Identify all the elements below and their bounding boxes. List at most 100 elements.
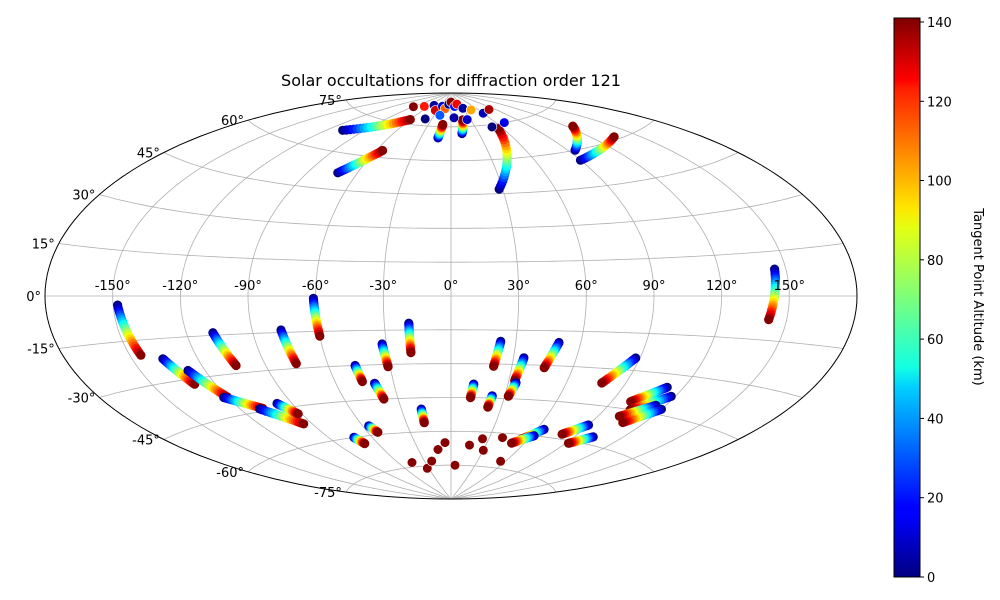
occultation-point — [432, 444, 444, 455]
colorbar-gradient — [893, 17, 921, 578]
occultation-track — [764, 264, 781, 325]
occultation-point — [419, 418, 429, 428]
occultation-track — [219, 392, 268, 413]
occultation-track — [404, 318, 416, 358]
occultation-point — [563, 438, 574, 448]
occultation-point — [293, 409, 303, 419]
occultation-point — [465, 104, 477, 115]
longitude-tick-label: 90° — [642, 279, 665, 294]
occultation-point — [507, 438, 517, 448]
occultation-point — [557, 429, 567, 439]
latitude-tick-label: 0° — [26, 290, 41, 305]
occultation-point — [489, 361, 499, 371]
occultation-track — [510, 353, 529, 386]
parallel-line — [247, 430, 655, 473]
occultation-point — [448, 112, 460, 123]
colorbar-tick-label: 20 — [927, 492, 944, 507]
parallel-line — [99, 363, 803, 398]
occultation-track — [350, 360, 367, 387]
occultation-marks — [113, 96, 781, 474]
occultation-track — [433, 119, 448, 143]
colorbar-tick-label: 60 — [927, 333, 944, 348]
occultation-point — [291, 359, 301, 369]
parallel-line — [99, 194, 803, 229]
longitude-tick-label: 120° — [706, 279, 737, 294]
occultation-point — [406, 457, 418, 468]
latitude-tick-label: 15° — [32, 238, 55, 253]
occultation-point — [483, 402, 493, 412]
occultation-track — [308, 293, 325, 341]
occultation-track — [254, 404, 309, 429]
occultation-track — [557, 420, 594, 439]
occultation-track — [364, 421, 383, 437]
occultation-track — [507, 431, 539, 448]
occultation-point — [618, 417, 628, 428]
parallel-line — [58, 243, 844, 263]
colorbar-tick-label: 140 — [927, 16, 952, 31]
colorbar-tick-label: 0 — [927, 571, 935, 586]
occultation-point — [465, 393, 476, 403]
occultation-point — [626, 397, 636, 407]
colorbar-tick-label: 120 — [927, 95, 952, 110]
latitude-tick-label: -30° — [68, 392, 96, 407]
occultation-point — [539, 363, 549, 373]
occultation-point — [315, 331, 325, 341]
latitude-tick-label: 60° — [221, 114, 244, 129]
occultation-track — [493, 124, 512, 194]
occultation-point — [483, 104, 495, 115]
longitude-tick-label: 150° — [774, 279, 805, 294]
occultation-track — [272, 398, 303, 419]
longitude-tick-labels: -150° -120° -90° -60° -30° 0° 30° 60° 90° 120° 150… — [95, 279, 805, 294]
occultation-point — [597, 378, 607, 388]
longitude-tick-label: 0° — [444, 279, 459, 294]
occultation-point — [439, 437, 451, 448]
parallel-line — [163, 152, 739, 195]
occultation-point — [764, 315, 774, 325]
occultation-track — [539, 337, 564, 373]
occultation-point — [419, 101, 430, 112]
occultation-track — [465, 379, 479, 403]
occultation-point — [462, 114, 473, 125]
occultation-track — [503, 378, 521, 401]
occultation-track — [276, 325, 301, 369]
longitude-tick-label: -60° — [302, 279, 330, 294]
occultation-point — [464, 440, 475, 451]
colorbar-tick-label: 100 — [927, 175, 952, 190]
occultation-point — [378, 145, 388, 156]
occultation-track — [349, 432, 370, 449]
colorbar-tick-label: 40 — [927, 412, 944, 427]
latitude-tick-label: -60° — [216, 466, 244, 481]
longitude-tick-label: -90° — [234, 279, 262, 294]
occultation-point — [231, 360, 241, 371]
occultation-point — [503, 391, 513, 401]
latitude-tick-label: 75° — [319, 94, 342, 109]
occultation-point — [449, 460, 461, 471]
occultation-track — [208, 328, 241, 371]
colorbar: 0 20 40 60 80 100 120 140 Tangent Point Altitud… — [893, 16, 985, 586]
occultation-point — [478, 445, 489, 456]
occultation-point — [486, 121, 498, 132]
occultation-track — [575, 132, 619, 165]
occultation-point — [434, 110, 446, 121]
occultation-track — [158, 354, 200, 389]
occultation-point — [379, 394, 389, 404]
occultation-point — [405, 114, 415, 125]
latitude-tick-labels: 75° 60° 45° 30° 15° 0° -15° -30° -45° -60° -75° — [26, 94, 342, 501]
parallel-line — [58, 329, 844, 349]
longitude-tick-label: 30° — [507, 279, 530, 294]
occultation-track — [618, 404, 667, 428]
occultation-point — [408, 101, 419, 112]
latitude-tick-label: -75° — [314, 486, 342, 501]
occultation-point — [357, 376, 367, 387]
occultation-track — [416, 404, 429, 428]
latitude-tick-label: -45° — [132, 434, 160, 449]
occultation-track — [483, 391, 497, 412]
occultation-track — [489, 336, 506, 371]
longitude-tick-label: -120° — [162, 279, 198, 294]
longitude-tick-label: -150° — [95, 279, 131, 294]
occultation-track — [370, 378, 389, 404]
longitude-tick-label: -30° — [369, 279, 397, 294]
occultation-track — [597, 353, 641, 388]
map-boundary — [44, 92, 858, 500]
